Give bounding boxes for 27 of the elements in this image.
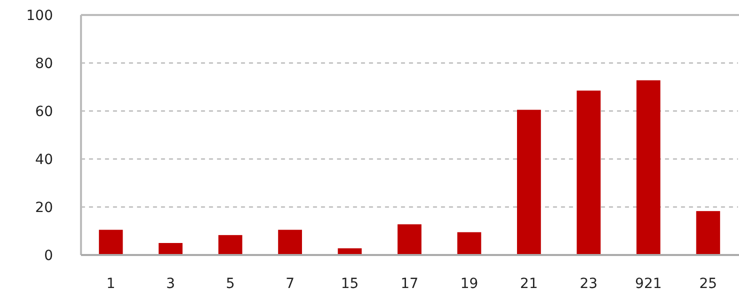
bar	[278, 230, 302, 255]
x-tick-label: 921	[635, 276, 662, 292]
y-tick-label: 100	[26, 8, 53, 24]
bar	[696, 211, 720, 255]
x-tick-label: 23	[580, 276, 598, 292]
y-tick-label: 20	[35, 200, 53, 216]
bar	[636, 80, 660, 255]
bar	[517, 110, 541, 255]
y-tick-label: 40	[35, 152, 53, 168]
bar	[158, 243, 183, 255]
bar	[457, 232, 482, 255]
x-tick-label: 25	[699, 276, 718, 292]
bar	[218, 235, 242, 255]
y-tick-label: 80	[35, 56, 53, 72]
x-tick-label: 17	[400, 276, 418, 292]
y-tick-label: 0	[44, 248, 53, 264]
x-tick-label: 7	[286, 276, 295, 292]
x-tick-label: 19	[460, 276, 478, 292]
bar	[398, 224, 422, 255]
x-tick-label: 15	[340, 276, 359, 292]
x-tick-label: 5	[226, 276, 235, 292]
x-tick-label: 3	[166, 276, 176, 292]
y-tick-label: 60	[35, 104, 53, 120]
bar	[98, 230, 123, 255]
bar	[576, 90, 601, 255]
x-tick-label: 1	[106, 276, 116, 292]
x-tick-label: 21	[520, 276, 538, 292]
